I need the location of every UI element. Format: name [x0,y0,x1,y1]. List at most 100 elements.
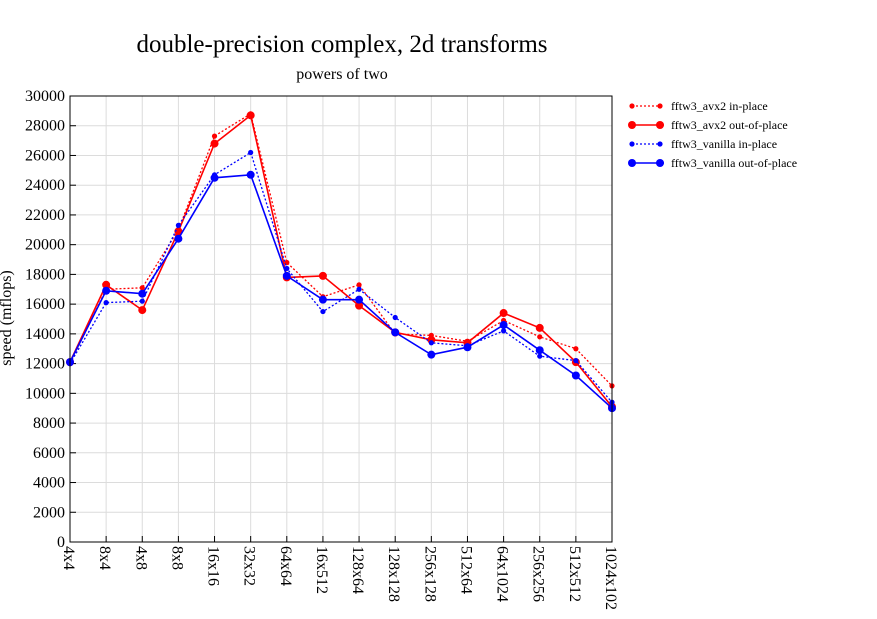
data-point [571,371,580,380]
y-tick-label: 14000 [25,326,65,343]
series-2 [67,149,615,405]
series-line [69,112,613,387]
series-0 [67,111,615,389]
data-point [103,300,109,306]
data-point [355,301,364,310]
y-tick-label: 12000 [25,356,65,373]
data-point [175,222,181,228]
data-point [535,323,544,332]
x-tick-label: 4x4 [60,546,77,570]
x-tick-label: 256x128 [421,546,438,602]
data-point [573,346,579,352]
data-point [174,234,183,243]
series-1 [66,111,616,411]
data-point [174,227,183,236]
y-tick-label: 28000 [25,118,65,135]
y-axis-label: speed (mflops) [0,270,15,366]
data-point [284,265,290,272]
data-point [246,170,255,179]
data-point [139,285,145,291]
legend-marker [629,103,635,109]
data-point [391,328,400,337]
legend-marker [628,121,636,129]
chart-title: double-precision complex, 2d transforms [136,31,547,58]
data-point [537,334,543,340]
legend: fftw3_avx2 in-place fftw3_avx2 out-of-pla… [628,99,797,170]
data-point [318,295,327,304]
series-group [66,111,616,413]
series-line [69,151,613,403]
legend-marker [656,159,664,167]
data-point [210,139,219,148]
y-tick-label: 22000 [25,207,65,224]
x-tick-label: 128x64 [349,546,366,594]
data-point [501,328,507,334]
x-tick-label: 512x512 [566,546,583,602]
plot-frame [69,95,613,543]
x-tick-label: 32x32 [241,546,258,586]
data-point [535,346,544,355]
data-point [392,314,398,321]
x-tick-label: 128x128 [385,546,402,602]
y-tick-label: 8000 [33,415,65,432]
series-3 [66,170,616,413]
x-tick-label: 8x4 [96,546,113,570]
y-tick-label: 10000 [25,385,65,402]
series-line [69,113,613,408]
data-point [356,286,362,292]
data-point [356,282,362,288]
y-tick-label: 4000 [33,475,65,492]
y-tick-label: 6000 [33,445,65,462]
data-point [138,289,147,298]
x-tick-label: 512x64 [457,546,474,594]
data-point [463,343,472,352]
series-line [69,173,613,409]
legend-label: fftw3_avx2 out-of-place [671,118,788,132]
data-point [318,271,327,280]
y-tick-label: 18000 [25,266,65,283]
data-point [211,133,218,139]
x-tick-label: 64x1024 [494,546,511,602]
data-point [138,306,147,315]
grid [69,95,613,543]
y-ticks: 0 2000 4000 6000 8000 10000 12000 14000 16000 180… [25,88,76,551]
data-point [427,350,436,359]
y-tick-label: 20000 [25,237,65,254]
x-tick-label: 64x64 [277,546,294,586]
data-point [248,149,254,156]
data-point [102,280,111,289]
data-point [246,111,255,120]
x-tick-label: 16x512 [313,546,330,594]
data-point [139,298,145,304]
x-tick-label: 16x16 [205,546,222,586]
legend-label: fftw3_vanilla out-of-place [671,156,797,170]
data-point [210,173,219,182]
x-ticks: 4x4 8x4 4x8 8x8 16x16 32x32 64x64 16x512 128x64 1… [60,536,619,610]
legend-marker [657,103,663,109]
legend-label: fftw3_vanilla in-place [671,137,777,151]
y-tick-label: 0 [57,534,65,551]
data-point [499,309,508,318]
legend-marker [657,141,663,147]
data-point [537,353,543,359]
y-tick-label: 2000 [33,504,65,521]
data-point [428,340,434,346]
x-tick-label: 1024x102 [602,546,619,610]
legend-label: fftw3_avx2 in-place [671,99,768,113]
x-tick-label: 256x256 [530,546,547,602]
x-tick-label: 8x8 [168,546,185,570]
legend-marker [656,121,664,129]
x-tick-label: 4x8 [132,546,149,570]
chart-subtitle: powers of two [296,66,388,83]
data-point [499,320,508,329]
legend-marker [629,141,635,147]
data-point [282,271,291,280]
y-tick-label: 16000 [25,296,65,313]
data-point [320,308,326,315]
legend-marker [628,159,636,167]
y-tick-label: 24000 [25,177,65,194]
data-point [102,286,111,295]
data-point [573,358,579,364]
data-point [355,295,364,304]
